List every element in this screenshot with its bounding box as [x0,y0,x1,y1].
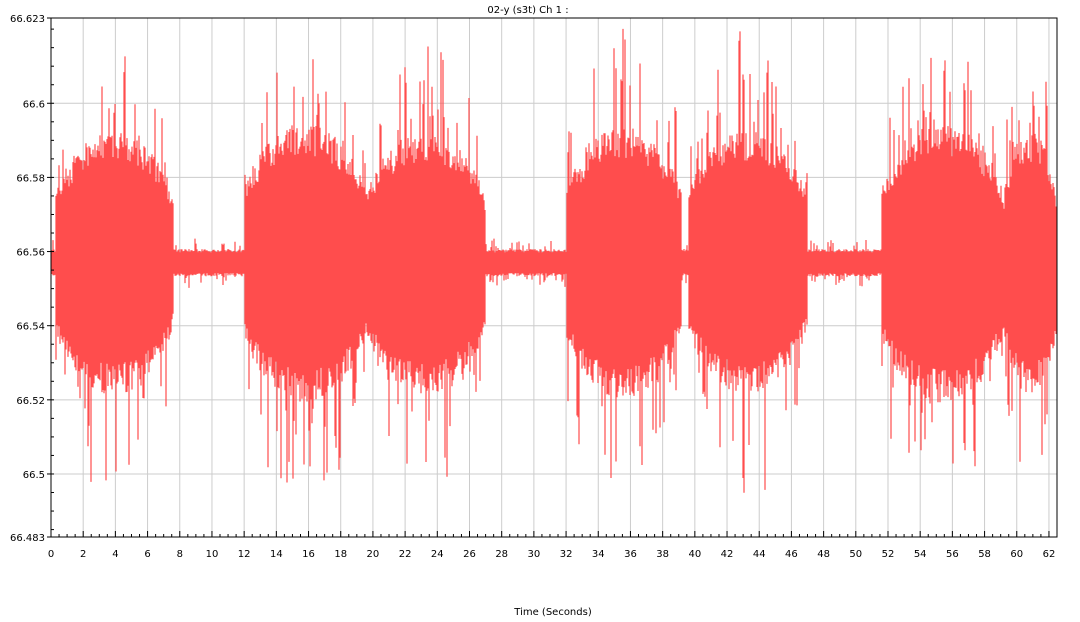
x-tick-label: 56 [946,549,959,560]
x-tick-label: 28 [495,549,508,560]
x-axis-label: Time (Seconds) [513,607,592,618]
x-tick-label: 32 [560,549,573,560]
plot-frame [50,17,1058,538]
x-tick-label: 6 [144,549,150,560]
x-tick-label: 26 [463,549,476,560]
x-tick-label: 22 [399,549,412,560]
waveform-series [51,28,1057,493]
x-tick-label: 54 [914,549,927,560]
y-axis: 66.483 66.5 66.52 66.54 66.56 66.58 66.6 66.623 [10,14,54,544]
x-tick-label: 20 [367,549,380,560]
x-tick-label: 42 [721,549,734,560]
x-tick-label: 8 [177,549,183,560]
x-tick-label: 52 [882,549,895,560]
x-tick-label: 16 [302,549,315,560]
x-tick-label: 24 [431,549,444,560]
x-tick-label: 34 [592,549,605,560]
y-tick-label: 66.483 [10,533,45,544]
y-tick-label: 66.6 [23,99,45,110]
x-tick-label: 10 [206,549,219,560]
x-tick-label: 12 [238,549,251,560]
x-tick-label: 48 [817,549,830,560]
waveform-path [51,28,1057,493]
x-tick-label: 58 [978,549,991,560]
x-tick-label: 4 [112,549,118,560]
y-tick-label: 66.56 [16,248,45,259]
x-tick-label: 50 [849,549,862,560]
chart-title: 02-y (s3t) Ch 1 : [487,5,568,16]
x-tick-label: 44 [753,549,766,560]
x-tick-label: 62 [1043,549,1056,560]
y-tick-label: 66.52 [16,396,45,407]
x-axis: 0 2 4 6 8 10 12 14 16 18 20 22 24 26 28 30 32 34 36 38 40 42 4… [48,531,1056,560]
x-tick-label: 38 [656,549,669,560]
x-tick-label: 14 [270,549,283,560]
y-tick-label: 66.5 [23,470,45,481]
y-tick-label: 66.623 [10,14,45,25]
x-tick-label: 18 [334,549,347,560]
x-tick-label: 60 [1010,549,1023,560]
x-tick-label: 36 [624,549,637,560]
y-tick-label: 66.58 [16,173,45,184]
x-tick-label: 0 [48,549,54,560]
x-tick-label: 30 [528,549,541,560]
y-tick-label: 66.54 [16,322,45,333]
x-tick-label: 46 [785,549,798,560]
x-tick-label: 2 [80,549,86,560]
x-tick-label: 40 [688,549,701,560]
